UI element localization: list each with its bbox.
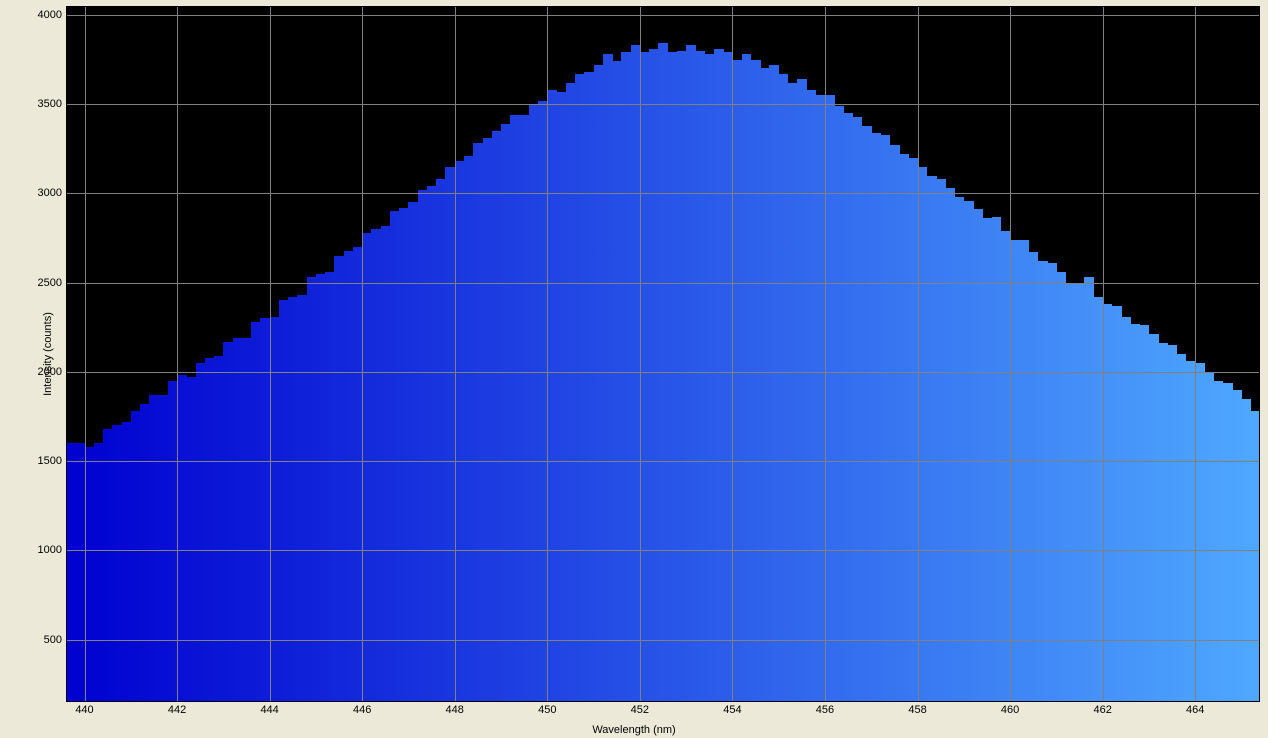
- x-tick-label: 456: [805, 702, 845, 716]
- gridline-h: [66, 104, 1260, 105]
- y-tick-label: 2000: [22, 366, 66, 378]
- gridline-h: [66, 193, 1260, 194]
- x-tick-label: 444: [250, 702, 290, 716]
- y-tick-label: 500: [22, 634, 66, 646]
- bar-layer: [66, 6, 1260, 702]
- plot-area[interactable]: 5001000150020002500300035004000440442444…: [66, 6, 1260, 702]
- y-tick-label: 4000: [22, 9, 66, 21]
- x-tick-label: 446: [342, 702, 382, 716]
- x-tick-label: 460: [990, 702, 1030, 716]
- x-tick-label: 448: [435, 702, 475, 716]
- y-tick-label: 1500: [22, 455, 66, 467]
- spectrum-bar: [1251, 411, 1260, 702]
- x-tick-label: 454: [712, 702, 752, 716]
- gridline-v: [362, 6, 363, 702]
- gridline-v: [177, 6, 178, 702]
- x-tick-label: 462: [1083, 702, 1123, 716]
- gridline-h: [66, 461, 1260, 462]
- x-tick-label: 450: [527, 702, 567, 716]
- gridline-v: [547, 6, 548, 702]
- gridline-v: [918, 6, 919, 702]
- gridline-v: [1103, 6, 1104, 702]
- y-tick-label: 3500: [22, 98, 66, 110]
- gridline-v: [270, 6, 271, 702]
- x-tick-label: 440: [65, 702, 105, 716]
- y-tick-label: 2500: [22, 277, 66, 289]
- x-tick-label: 452: [620, 702, 660, 716]
- y-tick-label: 3000: [22, 187, 66, 199]
- x-tick-label: 464: [1175, 702, 1215, 716]
- chart-container: Intensity (counts) Wavelength (nm) 50010…: [0, 0, 1268, 738]
- x-tick-label: 442: [157, 702, 197, 716]
- gridline-v: [455, 6, 456, 702]
- gridline-v: [1195, 6, 1196, 702]
- gridline-v: [85, 6, 86, 702]
- gridline-h: [66, 550, 1260, 551]
- gridline-h: [66, 640, 1260, 641]
- gridline-h: [66, 15, 1260, 16]
- x-tick-label: 458: [898, 702, 938, 716]
- y-tick-label: 1000: [22, 544, 66, 556]
- y-axis-label: Intensity (counts): [42, 312, 54, 396]
- gridline-h: [66, 283, 1260, 284]
- gridline-v: [1010, 6, 1011, 702]
- gridline-v: [825, 6, 826, 702]
- gridline-h: [66, 372, 1260, 373]
- gridline-v: [732, 6, 733, 702]
- x-axis-label: Wavelength (nm): [0, 724, 1268, 736]
- gridline-v: [640, 6, 641, 702]
